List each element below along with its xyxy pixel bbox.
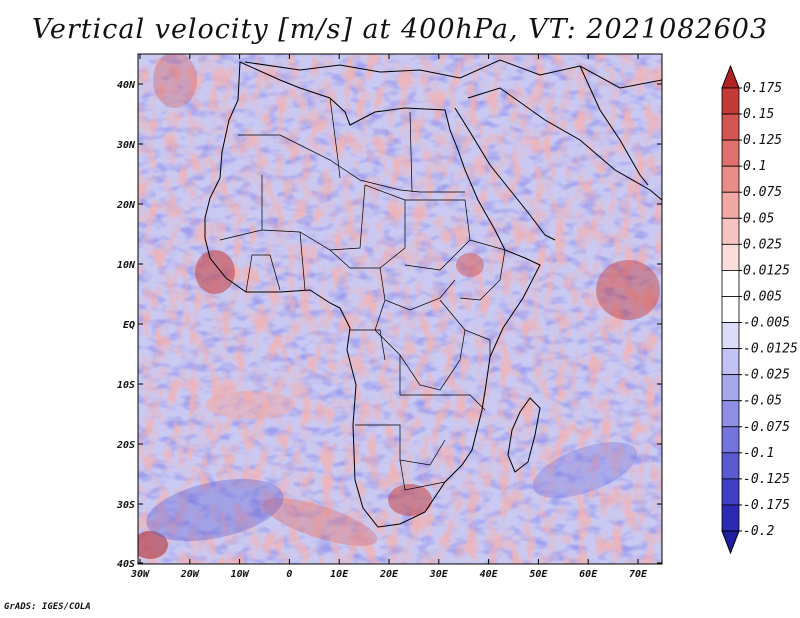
lon-label: 30W bbox=[130, 569, 150, 580]
colorbar-label: -0.05 bbox=[743, 394, 782, 409]
persian-gulf-coast bbox=[579, 65, 649, 186]
border-car bbox=[379, 267, 456, 311]
figure-title: Vertical velocity [m/s] at 400hPa, VT: 2… bbox=[31, 14, 769, 45]
border-sahara bbox=[238, 134, 465, 193]
colorbar: 0.175 0.15 0.125 0.1 0.075 0.05 0.025 0.0125 0.0… bbox=[721, 64, 798, 555]
border-west-africa bbox=[219, 229, 263, 241]
lat-label: 20N bbox=[116, 200, 136, 211]
colorbar-label: 0.175 bbox=[743, 81, 782, 96]
border-angola bbox=[399, 355, 440, 396]
colorbar-segment bbox=[721, 270, 740, 297]
ascent-blob-north-atlantic bbox=[153, 54, 197, 108]
colorbar-segment bbox=[721, 139, 740, 167]
descent-band-southwest bbox=[146, 478, 284, 542]
lat-label: EQ bbox=[123, 320, 135, 331]
colorbar-label: -0.0125 bbox=[743, 342, 798, 357]
ascent-blob-ethiopia bbox=[456, 253, 484, 277]
colorbar-segment bbox=[721, 322, 740, 349]
lon-label: 30E bbox=[429, 569, 449, 580]
colorbar-label: -0.025 bbox=[743, 368, 790, 383]
lon-label: 0 bbox=[286, 569, 292, 580]
colorbar-label: -0.2 bbox=[743, 524, 774, 539]
lat-label: 20S bbox=[116, 440, 135, 451]
latitude-axis: 40N 30N 20N 10N EQ 10S 20S 30S 40S bbox=[116, 80, 662, 570]
colorbar-label: -0.175 bbox=[743, 498, 790, 513]
lon-label: 20E bbox=[379, 569, 399, 580]
colorbar-segment bbox=[721, 400, 740, 428]
colorbar-segment bbox=[721, 296, 740, 323]
red-sea-coast bbox=[454, 107, 556, 241]
ascent-blob-indian-ocean bbox=[596, 260, 660, 320]
colorbar-label: 0.0125 bbox=[743, 263, 790, 278]
lat-label: 10N bbox=[117, 260, 136, 271]
colorbar-label: -0.075 bbox=[743, 420, 790, 435]
longitude-axis: 30W 20W 10W 0 10E 20E 30E 40E 50E 60E 70E bbox=[130, 54, 648, 580]
border-mali-niger bbox=[261, 175, 366, 251]
lat-label: 30N bbox=[116, 140, 136, 151]
colorbar-segment bbox=[721, 478, 740, 506]
ascent-band-southern bbox=[262, 498, 378, 546]
lon-label: 10E bbox=[330, 569, 349, 580]
lon-label: 20W bbox=[180, 569, 200, 580]
lat-label: 10S bbox=[117, 380, 135, 391]
ascent-blob-south-africa bbox=[388, 484, 432, 516]
madagascar-coastline bbox=[507, 397, 541, 473]
border-guinea-coast bbox=[245, 254, 281, 293]
border-libya-algeria bbox=[329, 97, 341, 179]
ascent-blob-west-africa bbox=[195, 250, 235, 294]
colorbar-label: 0.005 bbox=[743, 289, 782, 304]
border-south-africa bbox=[399, 459, 446, 491]
colorbar-label: 0.125 bbox=[743, 133, 782, 148]
lon-label: 50E bbox=[529, 569, 548, 580]
colorbar-label: -0.005 bbox=[743, 316, 790, 331]
colorbar-label: 0.075 bbox=[743, 185, 782, 200]
colorbar-segment bbox=[721, 504, 740, 532]
descent-band-indian-ocean bbox=[532, 442, 638, 498]
grads-credit: GrADS: IGES/COLA bbox=[4, 602, 91, 612]
velocity-field bbox=[138, 54, 662, 564]
colorbar-segment bbox=[721, 426, 740, 454]
ascent-band-south-atlantic bbox=[205, 391, 295, 419]
border-zambia bbox=[440, 394, 486, 411]
lon-label: 10W bbox=[231, 569, 250, 580]
colorbar-segment bbox=[721, 374, 740, 402]
colorbar-segment bbox=[721, 348, 740, 376]
border-tanzania bbox=[464, 329, 491, 357]
lat-label: 40N bbox=[117, 80, 136, 91]
colorbar-segment bbox=[721, 113, 740, 141]
lon-label: 40E bbox=[480, 569, 499, 580]
border-libya-egypt bbox=[409, 111, 413, 193]
colorbar-label: 0.15 bbox=[743, 107, 774, 122]
border-ethiopia bbox=[459, 239, 506, 301]
border-gabon-congo bbox=[350, 329, 386, 361]
colorbar-segment bbox=[721, 452, 740, 480]
border-nigeria-benin bbox=[299, 231, 306, 291]
colorbar-top-arrow bbox=[721, 64, 740, 89]
border-drc bbox=[374, 299, 466, 391]
colorbar-segment bbox=[721, 165, 740, 193]
map-frame bbox=[137, 53, 663, 565]
colorbar-segment bbox=[721, 87, 740, 115]
colorbar-bottom-arrow bbox=[721, 530, 740, 555]
colorbar-label: 0.05 bbox=[743, 211, 774, 226]
colorbar-segment bbox=[721, 217, 740, 245]
border-chad bbox=[329, 184, 406, 269]
lat-label: 40S bbox=[117, 559, 135, 570]
colorbar-label: -0.125 bbox=[743, 472, 790, 487]
mediterranean-europe-coast bbox=[244, 59, 662, 89]
colorbar-label: -0.1 bbox=[743, 446, 774, 461]
colorbar-label: 0.025 bbox=[743, 237, 782, 252]
colorbar-segment bbox=[721, 243, 740, 271]
lon-label: 70E bbox=[629, 569, 648, 580]
colorbar-segment bbox=[721, 191, 740, 219]
country-borders bbox=[219, 97, 506, 491]
lon-label: 60E bbox=[579, 569, 598, 580]
colorbar-label: 0.1 bbox=[743, 159, 766, 174]
arabia-coast bbox=[467, 87, 662, 201]
ascent-blob-south-atlantic bbox=[138, 531, 168, 559]
lat-label: 30S bbox=[116, 500, 135, 511]
